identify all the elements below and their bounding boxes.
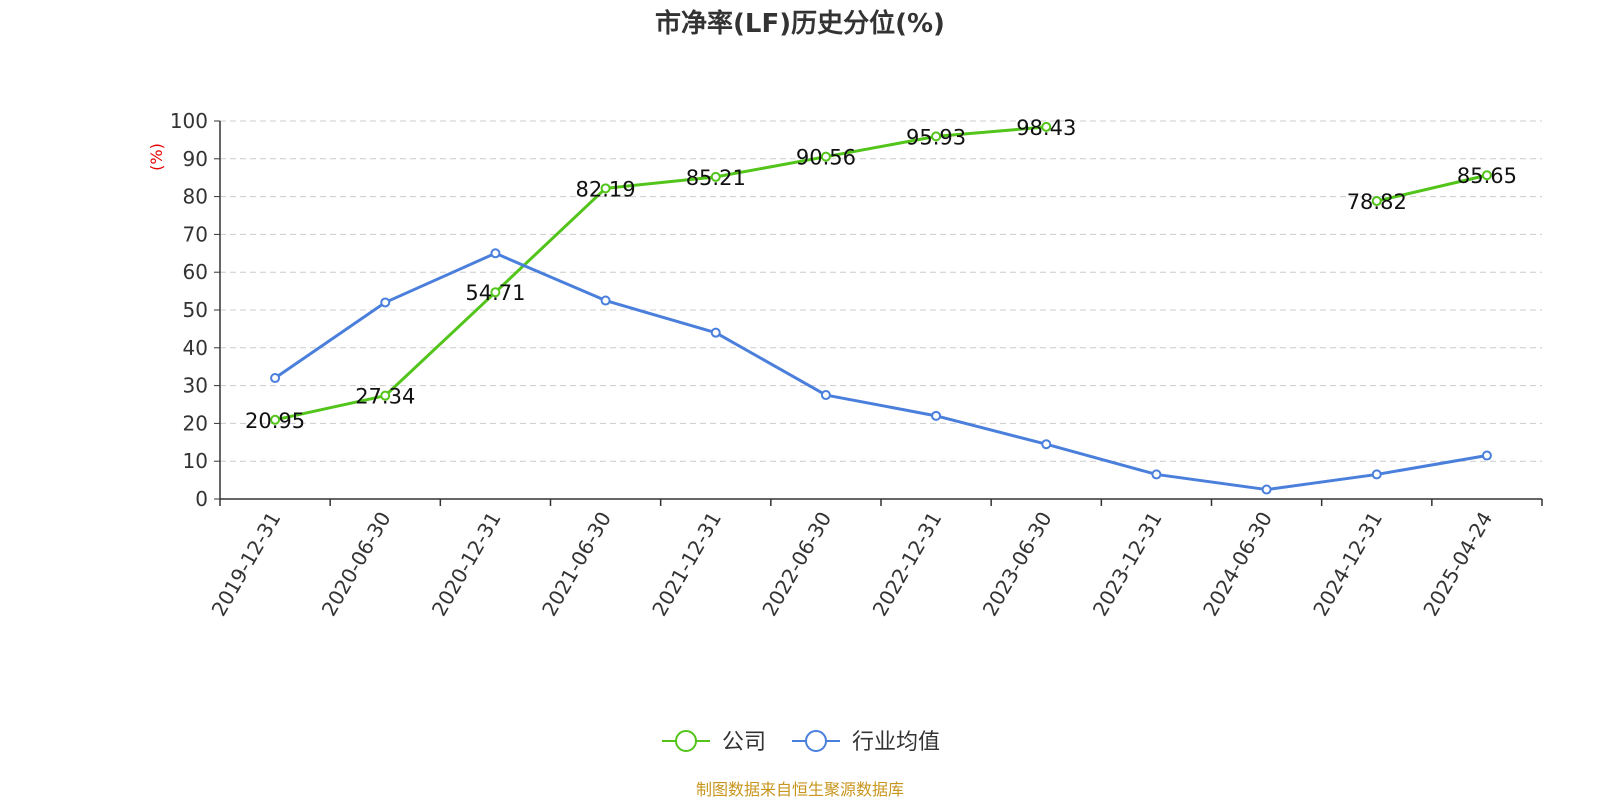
data-label: 82.19 bbox=[576, 177, 636, 201]
series-0-point[interactable] bbox=[270, 414, 281, 425]
x-tick-label: 2022-12-31 bbox=[868, 508, 947, 621]
x-tick-label: 2024-12-31 bbox=[1308, 508, 1387, 621]
legend-industry-marker bbox=[805, 730, 827, 752]
y-tick-label: 100 bbox=[170, 109, 208, 133]
data-label: 27.34 bbox=[355, 385, 415, 409]
chart-title: 市净率(LF)历史分位(%) bbox=[655, 8, 945, 39]
series-0-point[interactable] bbox=[1041, 121, 1052, 132]
legend-industry-label: 行业均值 bbox=[852, 730, 940, 755]
y-tick-label: 60 bbox=[183, 260, 208, 284]
series-line-1 bbox=[274, 251, 1488, 492]
data-labels: 20.95 27.34 54.71 82.19 85.21 90.56 95.93 98.43… bbox=[245, 116, 1517, 433]
series-0-point[interactable] bbox=[710, 171, 721, 182]
data-label: 90.56 bbox=[796, 146, 856, 170]
x-tick-label: 2019-12-31 bbox=[207, 508, 286, 621]
series-line-0 bbox=[1376, 173, 1488, 203]
x-tick-label: 2023-06-30 bbox=[978, 508, 1057, 621]
data-label: 95.93 bbox=[906, 125, 966, 149]
data-label: 85.65 bbox=[1457, 164, 1517, 188]
series-0-point[interactable] bbox=[931, 131, 942, 142]
series-1-point[interactable] bbox=[820, 390, 831, 401]
series-1-point[interactable] bbox=[1041, 439, 1052, 450]
y-tick-label: 90 bbox=[183, 147, 208, 171]
series-0-point[interactable] bbox=[820, 151, 831, 162]
x-tick-label: 2021-12-31 bbox=[647, 508, 726, 621]
data-label: 54.71 bbox=[465, 281, 525, 305]
y-tick-label: 80 bbox=[183, 185, 208, 209]
legend-item-company[interactable]: 公司 bbox=[662, 730, 766, 755]
series-1-point[interactable] bbox=[380, 297, 391, 308]
legend-item-industry-average[interactable]: 行业均值 bbox=[792, 730, 940, 755]
y-tick-label: 10 bbox=[183, 449, 208, 473]
x-tick-label: 2022-06-30 bbox=[757, 508, 836, 621]
data-label: 98.43 bbox=[1016, 116, 1076, 140]
axes: 0 10 20 30 40 50 60 70 80 90 100 2019-12-31 2020-06-… bbox=[170, 109, 1543, 621]
legend[interactable]: 公司 行业均值 bbox=[662, 730, 940, 755]
y-tick-label: 30 bbox=[183, 374, 208, 398]
y-axis-label: (%) bbox=[147, 143, 166, 171]
x-tick-label: 2020-12-31 bbox=[427, 508, 506, 621]
series-1-point[interactable] bbox=[490, 248, 501, 259]
legend-company-label: 公司 bbox=[722, 730, 766, 755]
series-1-point[interactable] bbox=[1261, 484, 1272, 495]
x-tick-label: 2023-12-31 bbox=[1088, 508, 1167, 621]
x-tick-label: 2025-04-24 bbox=[1418, 508, 1497, 621]
legend-company-marker bbox=[675, 730, 697, 752]
series-line-0 bbox=[274, 125, 1047, 422]
series-1-point[interactable] bbox=[1151, 469, 1162, 480]
series-1-point[interactable] bbox=[270, 373, 281, 384]
series-0-point[interactable] bbox=[1371, 196, 1382, 207]
x-tick-label: 2020-06-30 bbox=[317, 508, 396, 621]
grid-lines bbox=[220, 120, 1542, 462]
source-note: 制图数据来自恒生聚源数据库 bbox=[696, 780, 904, 799]
series-1-point[interactable] bbox=[600, 295, 611, 306]
data-label: 78.82 bbox=[1347, 190, 1407, 214]
y-tick-label: 70 bbox=[183, 222, 208, 246]
y-tick-label: 0 bbox=[195, 487, 208, 511]
series-1-point[interactable] bbox=[931, 410, 942, 421]
data-label: 85.21 bbox=[686, 166, 746, 190]
x-tick-label: 2024-06-30 bbox=[1198, 508, 1277, 621]
series-0-point[interactable] bbox=[1481, 170, 1492, 181]
series-0-point[interactable] bbox=[380, 390, 391, 401]
y-tick-label: 40 bbox=[183, 336, 208, 360]
series-1-point[interactable] bbox=[710, 327, 721, 338]
series-1-point[interactable] bbox=[1371, 469, 1382, 480]
series-1-point[interactable] bbox=[1481, 450, 1492, 461]
y-tick-label: 50 bbox=[183, 298, 208, 322]
data-label: 20.95 bbox=[245, 409, 305, 433]
y-tick-label: 20 bbox=[183, 411, 208, 435]
series-0-point[interactable] bbox=[490, 287, 501, 298]
x-tick-label: 2021-06-30 bbox=[537, 508, 616, 621]
series-0-point[interactable] bbox=[600, 183, 611, 194]
series-lines bbox=[270, 121, 1492, 495]
